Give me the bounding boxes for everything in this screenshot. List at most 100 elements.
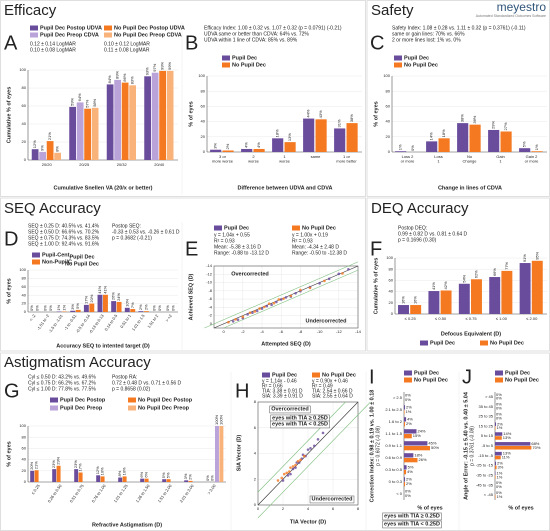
y-axis-title: Correction Index: 0.98 ± 0.19 vs. 1.00 ±… <box>369 390 375 503</box>
bar <box>253 148 265 152</box>
annotation: eyes with TIA < 0.25D <box>384 521 440 527</box>
section-title: Astigmatism Accuracy <box>4 354 151 371</box>
bar <box>70 310 76 312</box>
bar <box>495 436 502 440</box>
section-title: SEQ Accuracy <box>4 200 101 217</box>
y-tick-label: 8 <box>254 399 257 404</box>
panel-letter: B <box>185 32 198 54</box>
value-label: 15% <box>413 433 421 438</box>
bar <box>495 446 532 450</box>
value-label: 24% <box>116 292 121 300</box>
bar <box>69 106 76 160</box>
legend-swatch <box>404 377 412 383</box>
bar <box>76 102 84 160</box>
y-axis-title: Achieved SEQ (D) <box>188 273 194 320</box>
bar <box>495 451 502 456</box>
value-label: 0% <box>496 392 502 397</box>
y-tick-label: 0 <box>388 149 391 154</box>
panel-letter: H <box>235 380 249 402</box>
bar <box>531 151 543 152</box>
x-axis-title: Refractive Astigmatism (D) <box>92 522 162 528</box>
bar <box>114 79 121 160</box>
plot-frame <box>257 401 359 506</box>
y-tick-label: 1.1 to 1.5 <box>385 431 402 436</box>
bar <box>404 470 407 475</box>
bar <box>519 263 531 314</box>
note: 2 or more lines lost: 1% vs. 0% <box>392 37 461 43</box>
x-tick-label: 1 worse <box>279 154 290 164</box>
note: 0.99 ± 0.82 D vs. 0.81 ± 0.64 D <box>398 231 468 237</box>
value-label: 93% <box>145 67 150 75</box>
value-label: 5% <box>166 472 171 478</box>
x-tick-label: Gain 1 <box>496 154 504 164</box>
value-label: 0% <box>48 305 53 311</box>
y-tick-label: 0 to 0.3 <box>389 479 403 484</box>
bar <box>215 426 219 482</box>
y-tick-label: 40 <box>386 119 391 124</box>
value-label: 6% <box>144 471 149 477</box>
value-label: 6% <box>139 471 144 477</box>
y-tick-label: -15 to -5 <box>478 453 494 458</box>
y-tick-label: 60 <box>22 103 27 108</box>
y-tick-label: 100 <box>19 67 26 72</box>
y-tick-label: > 2.5 <box>393 395 403 400</box>
value-label: 97% <box>152 63 157 71</box>
bar <box>151 72 159 160</box>
y-tick-label: 80 <box>22 85 27 90</box>
note: p = 0.6072 (-0.08) <box>375 426 381 466</box>
y-tick-label: < -45 <box>484 492 494 497</box>
bar <box>404 441 428 446</box>
x-tick-label: 0 <box>257 506 260 511</box>
legend-label: No Pupil Dec <box>404 62 438 68</box>
bar <box>84 108 91 160</box>
y-tick-label: 100 <box>198 73 205 78</box>
value-label: 0% <box>496 480 502 485</box>
legend-label: Pupil Dec Preop CDVA <box>40 32 99 38</box>
legend-label: No Pupil Dec <box>490 340 524 346</box>
legend-label: No Pupil Dec <box>505 377 539 383</box>
point <box>277 298 281 301</box>
y-tick-label: 15 to 25 <box>479 423 494 428</box>
bar <box>531 260 543 314</box>
bar <box>428 291 440 314</box>
reference-line <box>223 269 359 329</box>
legend-label: No Pupil Dec Preop <box>138 405 190 411</box>
point <box>302 454 306 458</box>
bar <box>162 479 167 482</box>
note: SEQ ± 0.50 D: 66.6% vs. 70.2% <box>28 229 100 235</box>
bar <box>495 422 497 426</box>
value-label: 21% <box>47 132 52 140</box>
point <box>291 467 295 471</box>
x-tick-label: 4 <box>307 506 310 511</box>
x-tick-label: 3 or more worse <box>212 154 234 164</box>
y-tick-label: 60 <box>22 445 27 450</box>
note: y = 1.00x + 0.19 <box>292 232 328 238</box>
y-axis-title: Angle of Error: -0.15 ± 5.40 vs. 0.40 ± … <box>463 391 469 500</box>
value-label: 1% <box>534 144 539 150</box>
x-tick-label: 20/40 <box>154 162 165 167</box>
x-tick-label: -14 <box>355 329 362 334</box>
note: Safety Index: 1.08 ± 0.28 vs. 1.11 ± 0.3… <box>392 25 526 31</box>
point <box>296 459 300 463</box>
point <box>316 438 320 441</box>
y-tick-label: 80 <box>201 88 206 93</box>
point <box>281 479 285 482</box>
bar <box>303 118 315 152</box>
value-label: 86% <box>122 73 127 81</box>
point <box>287 470 291 473</box>
point <box>347 268 350 271</box>
value-label: 27% <box>503 122 508 130</box>
legend-swatch <box>104 32 112 38</box>
bar <box>210 149 222 152</box>
value-label: 1% <box>497 470 503 475</box>
legend-swatch <box>312 372 320 378</box>
bar <box>334 128 346 152</box>
annotation: Overcorrected <box>271 406 309 412</box>
y-tick-label: 60 <box>389 277 394 282</box>
logo: meyestro <box>497 0 547 14</box>
note: TIA: 2.54 ± 0.66 D <box>312 388 353 394</box>
note: y = 1.14x - 0.46 <box>262 378 297 384</box>
bar <box>30 470 35 482</box>
value-label: 31% <box>337 119 342 127</box>
value-label: 1% <box>497 474 503 479</box>
